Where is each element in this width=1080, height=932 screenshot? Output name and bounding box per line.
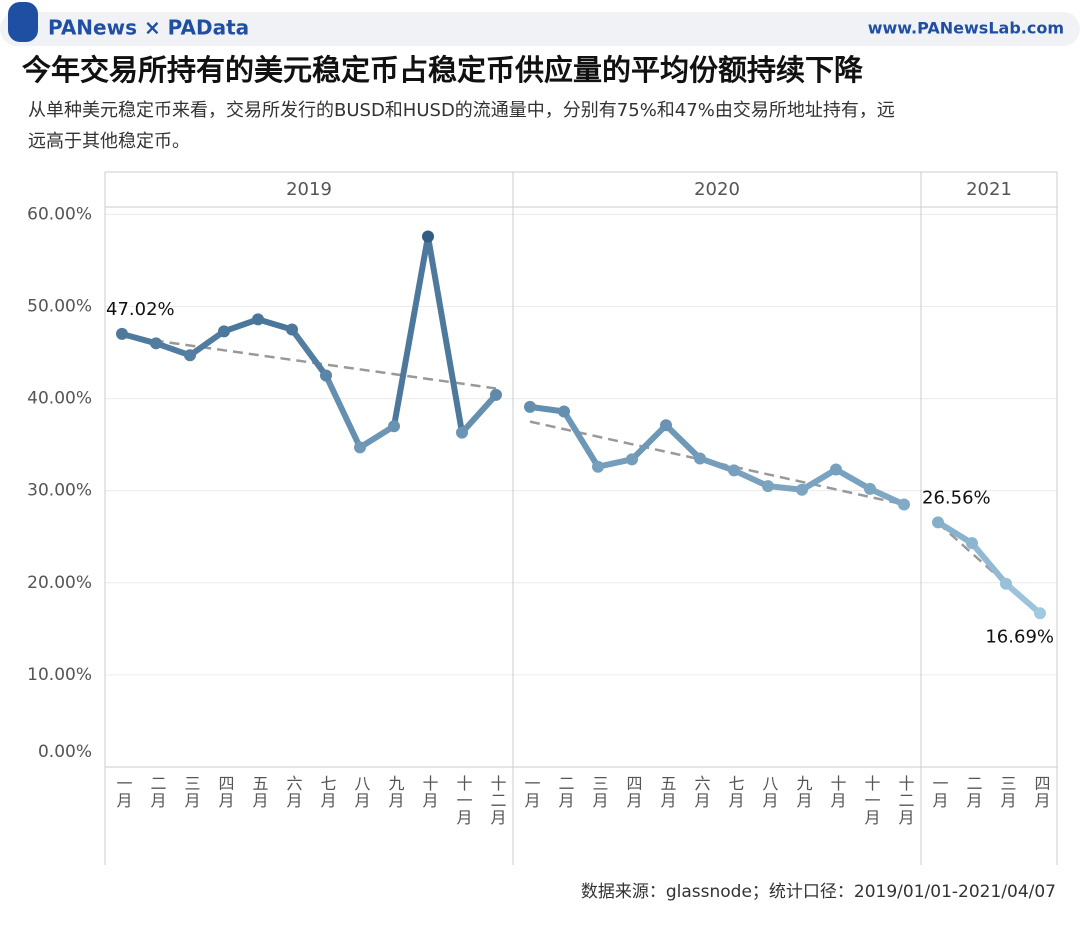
x-tick-label: 八月 xyxy=(352,775,371,809)
point xyxy=(932,516,944,529)
point xyxy=(864,482,876,495)
point xyxy=(660,419,672,432)
x-tick-label: 二月 xyxy=(556,775,575,809)
line-segment xyxy=(357,423,397,451)
x-tick-label: 九月 xyxy=(386,775,405,809)
trend-line xyxy=(121,334,497,390)
point xyxy=(354,441,366,454)
x-tick-label: 十月 xyxy=(420,775,439,809)
x-tick-label: 十二月 xyxy=(488,775,507,826)
y-tick-label: 20.00% xyxy=(27,573,92,593)
point xyxy=(830,463,842,476)
line-segment xyxy=(187,328,227,359)
point xyxy=(592,460,604,473)
x-tick-label: 七月 xyxy=(318,775,337,809)
x-tick-label: 五月 xyxy=(250,775,269,809)
point xyxy=(490,388,502,401)
value-label: 47.02% xyxy=(106,299,175,320)
line-segment xyxy=(935,519,975,547)
line-segment xyxy=(323,372,363,451)
header-bar xyxy=(0,12,1080,46)
site-url: www.PANewsLab.com xyxy=(868,19,1064,38)
point xyxy=(626,453,638,466)
line-segment xyxy=(629,422,669,463)
line-segment xyxy=(391,233,431,430)
point xyxy=(252,313,264,326)
point xyxy=(728,464,740,477)
line-segment xyxy=(663,422,703,462)
y-tick-label: 30.00% xyxy=(27,481,92,501)
point xyxy=(898,498,910,511)
y-tick-label: 10.00% xyxy=(27,665,92,685)
x-tick-label: 五月 xyxy=(658,775,677,809)
line-segment xyxy=(289,326,329,379)
x-tick-label: 三月 xyxy=(998,775,1017,809)
logo: PANews × PAData xyxy=(48,16,249,40)
point xyxy=(558,405,570,418)
line-segment xyxy=(1003,580,1043,617)
point xyxy=(150,337,162,350)
x-tick-label: 八月 xyxy=(760,775,779,809)
panel-label: 2020 xyxy=(694,179,740,200)
y-tick-label: 40.00% xyxy=(27,389,92,409)
line-segment xyxy=(153,340,193,359)
value-label: 26.56% xyxy=(922,487,991,508)
x-tick-label: 四月 xyxy=(1032,775,1051,809)
point xyxy=(694,452,706,465)
x-tick-label: 二月 xyxy=(148,775,167,809)
y-tick-label: 60.00% xyxy=(27,204,92,224)
point xyxy=(320,369,332,382)
x-tick-label: 一月 xyxy=(930,775,949,809)
point xyxy=(422,230,434,243)
x-tick-label: 十一月 xyxy=(862,775,881,826)
point xyxy=(456,426,468,439)
subtitle: 从单种美元稳定币来看，交易所发行的BUSD和HUSD的流通量中，分别有75%和4… xyxy=(28,100,895,121)
line-segment xyxy=(221,316,261,335)
subtitle: 远高于其他稳定币。 xyxy=(28,131,190,152)
source: 数据来源：glassnode；统计口径：2019/01/01-2021/04/0… xyxy=(581,882,1056,902)
line-segment xyxy=(459,391,499,436)
point xyxy=(388,420,400,433)
x-tick-label: 七月 xyxy=(726,775,745,809)
x-tick-label: 四月 xyxy=(216,775,235,809)
point xyxy=(286,323,298,336)
line-segment xyxy=(833,466,873,492)
chart-title: 今年交易所持有的美元稳定币占稳定币供应量的平均份额持续下降 xyxy=(22,53,864,87)
y-tick-label: 0.00% xyxy=(38,742,92,762)
line-segment xyxy=(799,466,839,493)
x-tick-label: 六月 xyxy=(692,775,711,809)
x-tick-label: 二月 xyxy=(964,775,983,809)
x-tick-label: 四月 xyxy=(624,775,643,809)
panel-label: 2021 xyxy=(966,179,1012,200)
x-tick-label: 三月 xyxy=(182,775,201,809)
x-tick-label: 一月 xyxy=(114,775,133,809)
line-segment xyxy=(867,485,907,508)
point xyxy=(762,480,774,493)
x-tick-label: 六月 xyxy=(284,775,303,809)
line-segment xyxy=(425,233,465,436)
x-tick-label: 三月 xyxy=(590,775,609,809)
x-tick-label: 十月 xyxy=(828,775,847,809)
line-segment xyxy=(969,540,1009,587)
point xyxy=(1000,577,1012,590)
point xyxy=(218,325,230,338)
x-tick-label: 一月 xyxy=(522,775,541,809)
x-tick-label: 十二月 xyxy=(896,775,915,826)
point xyxy=(184,349,196,362)
value-label: 16.69% xyxy=(985,626,1054,647)
point xyxy=(966,537,978,550)
point xyxy=(524,400,536,413)
panel-label: 2019 xyxy=(286,179,332,200)
line-segment xyxy=(561,408,601,470)
x-tick-label: 十一月 xyxy=(454,775,473,826)
logo-icon xyxy=(8,2,38,42)
line-segment xyxy=(697,455,737,474)
point xyxy=(116,327,128,340)
point xyxy=(1034,607,1046,620)
point xyxy=(796,483,808,496)
x-tick-label: 九月 xyxy=(794,775,813,809)
line-segment xyxy=(731,467,771,490)
y-tick-label: 50.00% xyxy=(27,296,92,316)
